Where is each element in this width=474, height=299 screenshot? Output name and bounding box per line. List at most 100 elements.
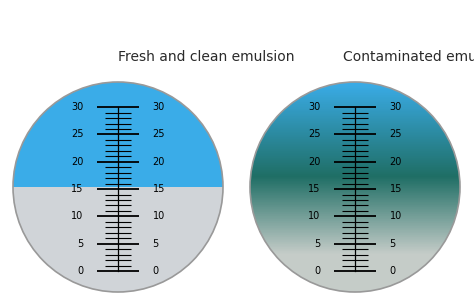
Bar xyxy=(27,134,209,135)
Bar xyxy=(255,217,456,218)
Bar xyxy=(317,284,393,285)
Bar xyxy=(44,112,192,113)
Bar xyxy=(17,215,219,216)
Bar xyxy=(23,141,213,142)
Bar xyxy=(260,142,450,143)
Bar xyxy=(33,125,203,126)
Bar xyxy=(264,134,446,135)
Bar xyxy=(40,257,196,258)
Bar xyxy=(250,185,460,186)
Text: 5: 5 xyxy=(390,239,396,249)
Bar xyxy=(36,252,200,253)
Bar xyxy=(302,96,408,97)
Bar xyxy=(281,261,429,262)
Bar xyxy=(287,106,423,107)
Bar xyxy=(255,220,455,221)
Text: 0: 0 xyxy=(314,266,320,276)
Bar xyxy=(31,245,205,246)
Bar xyxy=(63,97,173,98)
Bar xyxy=(29,242,207,243)
Bar xyxy=(258,147,452,148)
Bar xyxy=(32,247,204,248)
Bar xyxy=(329,85,381,86)
Bar xyxy=(257,224,453,225)
Bar xyxy=(253,210,457,211)
Bar xyxy=(254,214,456,215)
Bar xyxy=(286,107,424,108)
Bar xyxy=(16,211,220,212)
Bar xyxy=(29,131,207,132)
Bar xyxy=(37,119,199,120)
Bar xyxy=(76,90,160,91)
Text: 20: 20 xyxy=(308,157,320,167)
Bar xyxy=(269,246,441,247)
Text: 30: 30 xyxy=(71,102,83,112)
Bar xyxy=(261,233,449,234)
Bar xyxy=(16,212,220,213)
Bar xyxy=(280,260,429,261)
Bar xyxy=(13,181,223,182)
Bar xyxy=(300,276,410,277)
Text: 30: 30 xyxy=(153,102,165,112)
Bar xyxy=(264,240,445,241)
Bar xyxy=(251,199,459,200)
Bar xyxy=(61,99,175,100)
Bar xyxy=(24,140,212,141)
Bar xyxy=(346,291,364,292)
Bar xyxy=(23,231,213,232)
Bar xyxy=(28,241,208,242)
Bar xyxy=(49,107,187,108)
Text: 10: 10 xyxy=(308,211,320,221)
Bar xyxy=(281,112,429,113)
Bar xyxy=(327,288,383,289)
Bar xyxy=(252,208,458,209)
Bar xyxy=(280,113,429,114)
Bar xyxy=(18,154,218,155)
Bar xyxy=(55,102,181,103)
Bar xyxy=(299,98,411,99)
Bar xyxy=(31,127,205,128)
Text: 0: 0 xyxy=(153,266,159,276)
Bar xyxy=(277,257,433,258)
Bar xyxy=(16,163,220,164)
Bar xyxy=(307,93,403,94)
Bar xyxy=(18,156,219,157)
Bar xyxy=(250,184,460,185)
Bar xyxy=(254,158,456,159)
Bar xyxy=(95,289,141,290)
Bar xyxy=(255,156,456,157)
Bar xyxy=(315,283,395,284)
Bar xyxy=(273,253,437,254)
Bar xyxy=(15,167,221,168)
Bar xyxy=(25,236,210,237)
Bar xyxy=(318,285,392,286)
Bar xyxy=(53,269,183,270)
Bar xyxy=(279,259,431,260)
Bar xyxy=(324,287,385,288)
Bar xyxy=(34,123,202,124)
Bar xyxy=(14,198,222,199)
Bar xyxy=(22,228,214,229)
Bar xyxy=(13,177,223,178)
Text: 15: 15 xyxy=(153,184,165,194)
Bar xyxy=(23,142,213,143)
Bar xyxy=(47,109,189,110)
Bar xyxy=(295,273,415,274)
Bar xyxy=(58,100,178,101)
Bar xyxy=(31,128,205,129)
Bar xyxy=(81,88,155,89)
Bar xyxy=(19,223,216,224)
Bar xyxy=(109,82,127,83)
Bar xyxy=(253,160,456,161)
Bar xyxy=(46,110,190,111)
Bar xyxy=(43,113,192,114)
Bar xyxy=(39,256,197,257)
Bar xyxy=(254,215,456,216)
Bar xyxy=(263,237,447,238)
Bar xyxy=(13,187,223,188)
Bar xyxy=(289,268,421,269)
Bar xyxy=(38,255,198,256)
Bar xyxy=(287,267,423,268)
Bar xyxy=(303,95,407,96)
Bar xyxy=(15,166,221,167)
